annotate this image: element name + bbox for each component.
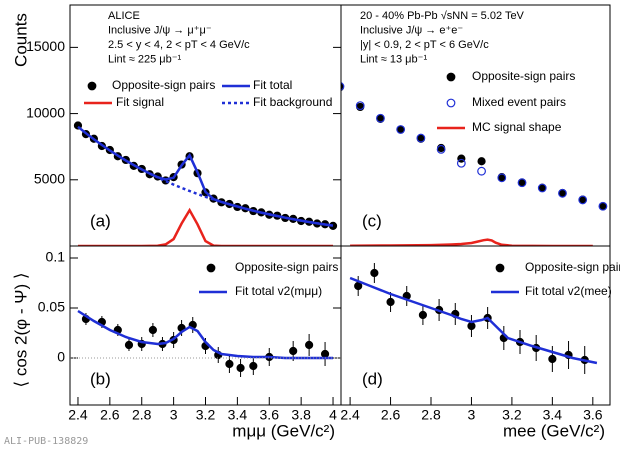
data-point (416, 133, 426, 143)
plot-area (73, 121, 338, 246)
fit-curve (77, 125, 334, 227)
data-point (456, 158, 466, 168)
data-point (148, 325, 157, 335)
data-point (396, 125, 406, 134)
data-point (436, 144, 446, 154)
fit-curve (350, 238, 593, 246)
data-point (517, 178, 527, 188)
plot-area (349, 263, 598, 374)
data-point (370, 268, 379, 278)
legend-label: Fit total v2(mμμ) (235, 284, 322, 298)
footer: ALI-PUB-138829 (4, 436, 88, 447)
legend-label: Opposite-sign pairs (112, 78, 215, 92)
y-tick-label: 0.1 (46, 249, 66, 265)
data-point (376, 113, 385, 123)
panel-label: (d) (362, 369, 383, 388)
x-tick-label: 3.2 (502, 407, 522, 423)
data-point (558, 188, 567, 198)
x-tick-label: 2.4 (68, 407, 88, 423)
data-point (354, 281, 363, 291)
x-tick-label: 3.6 (260, 407, 280, 423)
fit-curve (77, 309, 333, 360)
x-tick-label: 3 (170, 407, 178, 423)
legend-marker (206, 263, 216, 273)
legend-label: Fit total v2(mee) (525, 284, 612, 298)
x-tick-label: 2.6 (100, 407, 120, 423)
annotation: Lint ≈ 225 μb⁻¹ (108, 53, 182, 65)
plot-area (77, 309, 333, 377)
plot-area (341, 82, 608, 246)
y-tick-label: 15000 (26, 38, 65, 54)
annotation: |y| < 0.9, 2 < pT < 6 GeV/c (360, 39, 489, 51)
y-axis-label: Counts (11, 13, 30, 67)
annotation: Inclusive J/ψ → μ⁺μ⁻ (108, 24, 212, 36)
legend-label: Opposite-sign pairs (472, 69, 575, 83)
legend-label: Fit total (253, 78, 292, 92)
y-tick-label: 0.05 (38, 299, 65, 315)
x-tick-label: 3.8 (291, 407, 311, 423)
x-tick-label: 4 (329, 407, 337, 423)
legend-label: Opposite-sign pairs (235, 260, 338, 274)
annotation: 20 - 40% Pb-Pb √sNN = 5.02 TeV (360, 10, 525, 22)
legend-label: Fit signal (116, 95, 164, 109)
legend-marker (495, 263, 505, 273)
data-point (418, 310, 428, 320)
x-tick-label: 3.6 (583, 407, 603, 423)
x-tick-label: 3.4 (228, 407, 248, 423)
legend-label: Fit background (253, 95, 332, 109)
data-point (236, 363, 245, 373)
data-point (320, 349, 330, 359)
panel-label: (b) (90, 369, 111, 388)
legend-label: Opposite-sign pairs (525, 260, 620, 274)
legend-marker (87, 81, 97, 91)
annotation: Lint ≈ 13 μb⁻¹ (360, 53, 427, 65)
fit-curve (149, 172, 334, 227)
data-point (355, 101, 365, 111)
data-point (289, 346, 298, 356)
data-point (124, 340, 134, 350)
x-axis-label: mee (GeV/c²) (503, 421, 605, 440)
legend-label: Mixed event pairs (472, 95, 566, 109)
y-tick-label: 0 (57, 349, 65, 365)
annotation: Inclusive J/ψ → e⁺e⁻ (360, 24, 463, 36)
data-point (497, 173, 507, 183)
panel-label: (a) (90, 211, 111, 230)
data-point (548, 354, 557, 364)
data-point (467, 321, 476, 331)
data-point (249, 361, 258, 371)
legend-label: MC signal shape (472, 120, 562, 134)
data-point (578, 195, 588, 205)
x-tick-label: 2.6 (381, 407, 401, 423)
legend-marker (446, 98, 456, 108)
x-tick-label: 2.8 (132, 407, 152, 423)
data-point (598, 201, 608, 211)
panel-label: (c) (362, 211, 382, 230)
legend-marker (446, 72, 456, 82)
x-tick-label: 3.2 (196, 407, 216, 423)
x-tick-label: 3.4 (543, 407, 563, 423)
y-tick-label: 5000 (34, 170, 65, 186)
data-point (341, 82, 345, 91)
annotation: ALICE (108, 10, 140, 22)
data-point (477, 166, 486, 176)
fit-curve (349, 276, 598, 365)
x-axis-label: mμμ (GeV/c²) (232, 421, 335, 440)
data-point (386, 297, 395, 307)
x-tick-label: 2.4 (340, 407, 360, 423)
data-point (537, 183, 547, 193)
y-axis-label: ⟨ cos 2(φ - Ψ) ⟩ (11, 273, 30, 388)
y-tick-label: 10000 (26, 104, 65, 120)
fit-curve (78, 207, 333, 246)
panel-frame (340, 245, 611, 406)
x-tick-label: 3 (468, 407, 476, 423)
x-tick-label: 2.8 (421, 407, 441, 423)
annotation: 2.5 < y < 4, 2 < pT < 4 GeV/c (108, 39, 250, 51)
data-point (477, 157, 486, 166)
data-point (305, 340, 314, 350)
data-point (225, 359, 234, 369)
